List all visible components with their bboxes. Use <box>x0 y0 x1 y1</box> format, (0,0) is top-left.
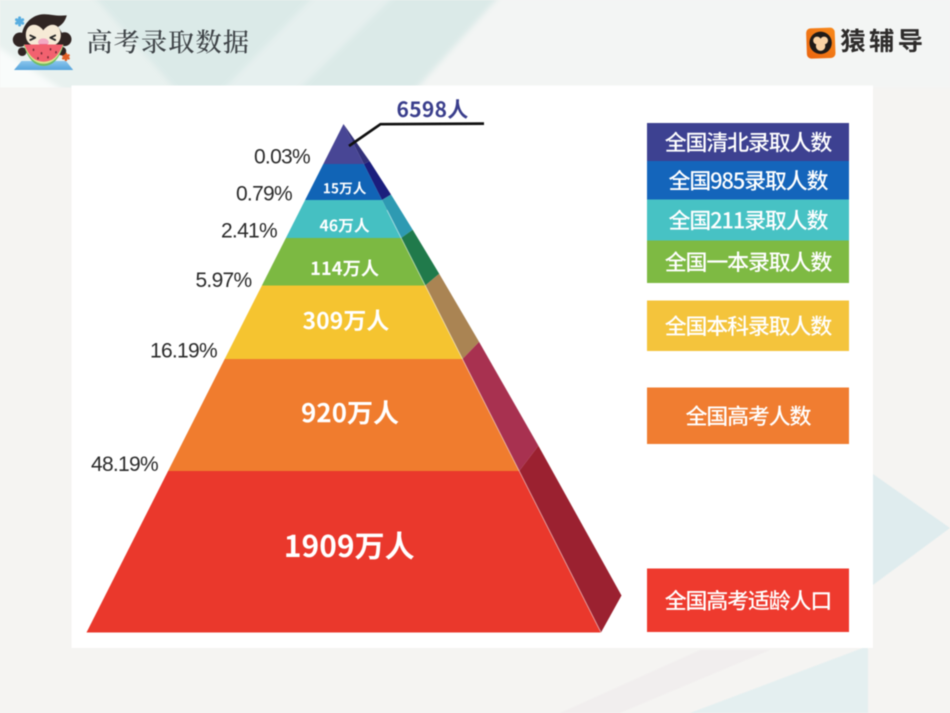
svg-text:2.41%: 2.41% <box>221 219 277 242</box>
svg-text:0.79%: 0.79% <box>236 182 292 205</box>
svg-text:0.03%: 0.03% <box>254 146 310 169</box>
svg-text:16.19%: 16.19% <box>150 339 217 362</box>
svg-text:48.19%: 48.19% <box>91 453 158 476</box>
svg-text:5.97%: 5.97% <box>195 269 251 292</box>
